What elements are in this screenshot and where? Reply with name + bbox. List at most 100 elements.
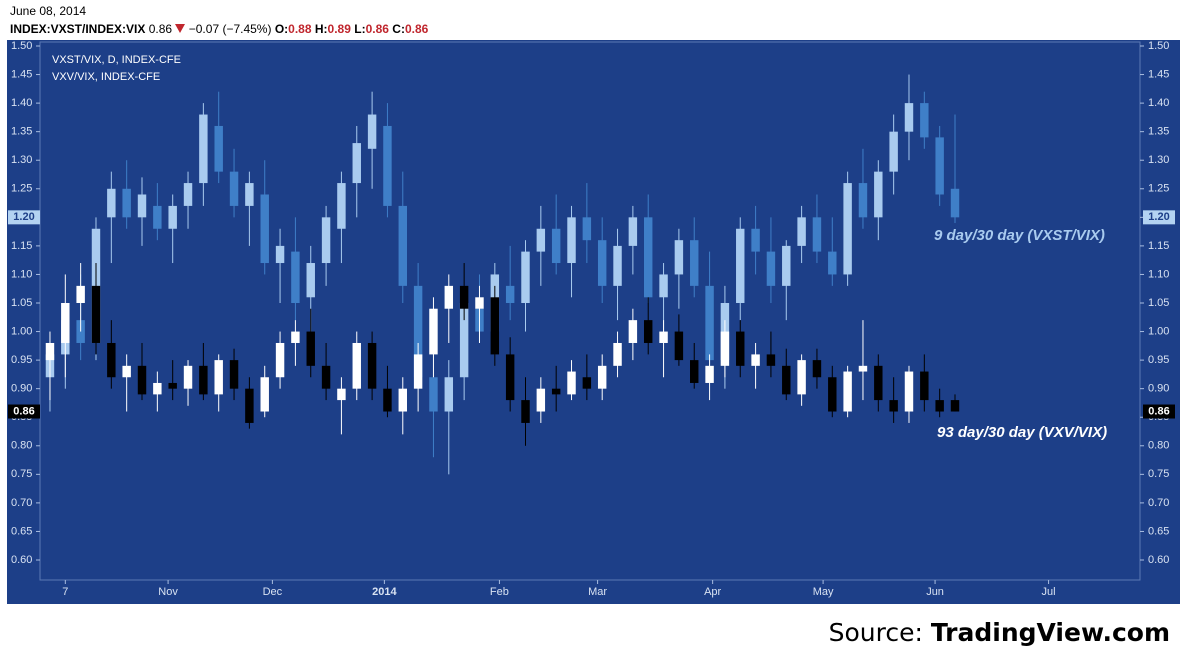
y-tick-label: 0.65 [1148,525,1169,537]
chart-frame [7,40,1180,604]
y-tick-label: 0.75 [11,468,32,480]
y-tick-label: 0.75 [1148,468,1169,480]
candle-body [858,183,868,218]
ohlc-value: 0.89 [327,22,351,36]
candle-body [904,371,914,412]
y-tick-label: 1.45 [11,68,32,80]
candle-body [904,103,914,132]
x-tick-label: Nov [158,586,178,598]
y-tick-label: 1.00 [1148,325,1169,337]
symbol-bar: INDEX:VXST/INDEX:VIX 0.86 −0.07 (−7.45%)… [10,22,428,36]
candle-body [920,103,929,138]
candle-body [337,183,346,229]
candle-body [582,217,592,241]
candle-body [107,342,116,378]
y-tick-label: 1.35 [11,126,32,138]
candle-body [45,342,55,361]
candle-body [245,388,254,423]
candle-body [275,342,285,378]
candle-body [521,400,530,423]
y-tick-label: 0.70 [11,497,32,509]
candle-body [122,188,131,218]
candle-body [137,194,147,218]
symbol: INDEX:VXST/INDEX:VIX [10,22,146,36]
candle-body [137,365,147,395]
candle-body [413,285,423,378]
x-tick-label: May [813,586,834,598]
candle-body [214,360,223,395]
legend-entry: VXST/VIX, D, INDEX-CFE [52,54,181,66]
ohlc-label: O: [274,22,289,36]
y-tick-label: 0.90 [11,383,32,395]
y-tick-label: 1.10 [11,268,32,280]
candle-body [45,354,55,378]
y-tick-label: 1.40 [11,97,32,109]
candle-body [91,285,101,343]
candle-body [828,251,837,275]
candle-body [229,360,239,389]
candle-body [367,342,377,389]
y-tick-label: 1.50 [11,40,32,52]
y-tick-label: 0.90 [1148,383,1169,395]
candle-body [920,371,929,401]
candle-body [690,240,699,286]
candle-body [168,205,177,229]
price-label: 0.86 [13,405,34,417]
candle-body [199,114,208,184]
candle-body [567,371,576,395]
candle-body [613,245,622,286]
y-tick-label: 1.25 [1148,183,1169,195]
candle-body [643,217,653,298]
candle-body [643,320,653,343]
candle-body [521,251,530,304]
x-tick-label: Apr [704,586,721,598]
candle-body [812,360,822,378]
candle-body [766,251,776,286]
candle-body [429,377,438,412]
candle-body [245,183,254,206]
candle-body [812,217,822,252]
y-tick-label: 1.35 [1148,126,1169,138]
candle-body [536,228,546,252]
candle-body [950,400,960,412]
y-tick-label: 0.80 [1148,440,1169,452]
price-label: 0.86 [1148,405,1169,417]
x-tick-label: Feb [490,586,509,598]
candle-body [429,308,438,355]
y-tick-label: 0.80 [11,440,32,452]
candle-body [935,137,944,195]
candle-body [490,297,500,355]
y-tick-label: 1.05 [11,297,32,309]
candle-body [229,171,239,206]
candle-body [352,143,361,184]
y-tick-label: 1.15 [1148,240,1169,252]
y-tick-label: 1.10 [1148,268,1169,280]
candle-body [705,285,714,361]
candle-body [843,371,852,412]
x-tick-label: 2014 [372,586,397,598]
y-tick-label: 0.85 [1148,411,1169,423]
y-tick-label: 1.25 [11,183,32,195]
candle-body [61,303,70,343]
price-label: 1.20 [13,211,34,223]
candle-body [321,365,331,389]
candle-body [168,382,177,389]
annotation: 9 day/30 day (VXST/VIX) [934,227,1105,244]
source: Source: TradingView.com [829,618,1170,647]
candle-body [843,183,852,275]
candle-body [720,303,730,361]
y-tick-label: 1.05 [1148,297,1169,309]
price-label-box [8,210,40,225]
candle-body [597,365,607,389]
candle-body [383,125,392,206]
candle-body [275,245,285,264]
candle-body [459,303,469,378]
ohlc-label: H: [314,22,328,36]
candle-body [306,263,315,298]
candle-body [674,331,684,361]
candle-body [306,331,315,366]
candle-body [766,354,776,366]
candle-body [475,297,484,309]
